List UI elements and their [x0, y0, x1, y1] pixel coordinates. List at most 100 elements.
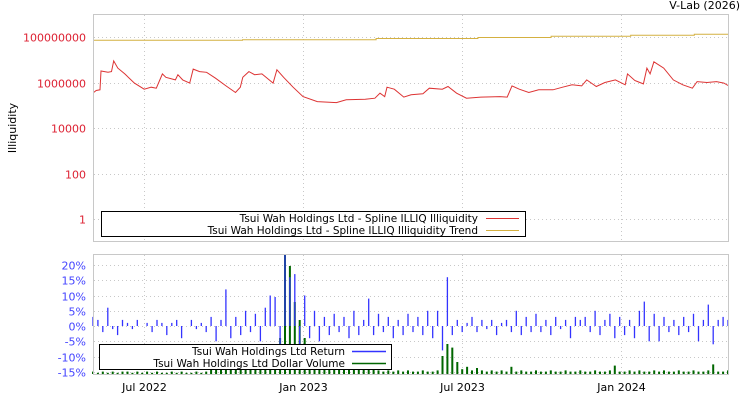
volume-bar — [525, 371, 528, 374]
x-tick-label: Jul 2023 — [439, 381, 485, 394]
volume-bar — [638, 370, 641, 374]
top-y-tick-label: 100000000 — [23, 32, 86, 45]
top-y-tick-label: 100 — [65, 169, 86, 182]
volume-bar — [653, 370, 656, 374]
volume-bar — [96, 372, 99, 374]
volume-bar — [121, 371, 124, 374]
bottom-y-ticks: -15% -10% -5% 0% 5% 10% 15% 20% — [58, 260, 86, 380]
volume-bar — [412, 371, 414, 374]
volume-bar — [490, 370, 493, 374]
volume-bar — [608, 370, 611, 374]
bottom-y-tick-label: 10% — [62, 291, 86, 304]
volume-bar — [338, 366, 341, 374]
volume-bar — [407, 370, 409, 374]
volume-bar — [461, 369, 464, 374]
bottom-y-tick-label: -10% — [58, 352, 86, 365]
volume-bar — [539, 371, 542, 374]
volume-bar — [579, 370, 582, 374]
volume-bar — [229, 366, 232, 374]
volume-bar — [352, 369, 355, 374]
volume-bar — [416, 371, 419, 374]
volume-bar — [101, 371, 104, 374]
volume-bar — [348, 368, 350, 374]
volume-bar — [677, 370, 680, 374]
y-axis-label: Illiquidity — [6, 102, 19, 153]
volume-bar — [520, 370, 523, 374]
volume-bar — [648, 371, 651, 374]
volume-bar — [210, 366, 213, 374]
volume-bar — [180, 371, 183, 374]
volume-bar — [530, 371, 533, 374]
top-y-tick-label: 1 — [79, 214, 86, 227]
volume-bar — [441, 356, 444, 374]
volume-bar — [234, 368, 237, 374]
volume-bar — [106, 372, 109, 374]
volume-bar — [126, 371, 129, 374]
volume-bar — [175, 372, 178, 374]
volume-bar — [584, 371, 587, 374]
top-y-tick-label: 1000000 — [37, 78, 86, 91]
legend-volume-label: Tsui Wah Holdings Ltd Dollar Volume — [152, 358, 345, 370]
volume-bar — [510, 366, 513, 374]
volume-bar — [165, 372, 168, 374]
volume-bar — [254, 366, 257, 374]
volume-bar — [160, 372, 163, 374]
x-ticks: Jul 2022 Jan 2023 Jul 2023 Jan 2024 — [121, 381, 646, 394]
legend-trend-label: Tsui Wah Holdings Ltd - Spline ILLIQ Ill… — [207, 225, 478, 237]
volume-bar — [549, 370, 552, 374]
volume-bar — [722, 371, 725, 374]
volume-bar — [136, 371, 139, 374]
volume-bar — [151, 372, 154, 374]
volume-bar — [672, 371, 675, 374]
volume-bar — [658, 371, 661, 374]
volume-bar — [466, 366, 469, 374]
volume-bar — [274, 366, 277, 374]
legend-return-label: Tsui Wah Holdings Ltd Return — [191, 346, 345, 358]
volume-bar — [446, 344, 449, 374]
x-tick-label: Jan 2023 — [278, 381, 327, 394]
volume-bar — [367, 368, 370, 374]
volume-bar — [707, 370, 710, 374]
top-y-ticks: 1 100 10000 1000000 100000000 — [23, 32, 86, 227]
legend-illiquidity-label: Tsui Wah Holdings Ltd - Spline ILLIQ Ill… — [239, 213, 478, 225]
bottom-y-tick-label: 15% — [62, 275, 86, 288]
bottom-y-tick-label: -5% — [65, 336, 86, 349]
top-grid — [94, 15, 728, 241]
volume-bar — [402, 371, 405, 374]
volume-bar — [544, 371, 547, 374]
volume-bar — [554, 371, 557, 374]
volume-bar — [500, 370, 503, 374]
volume-bar — [195, 371, 198, 374]
top-plot — [93, 33, 729, 104]
top-legend: Tsui Wah Holdings Ltd - Spline ILLIQ Ill… — [101, 211, 526, 237]
illiquidity-trend-line — [93, 33, 728, 41]
volume-bar — [436, 370, 439, 374]
volume-bar — [377, 370, 380, 374]
volume-bar — [156, 371, 158, 374]
volume-bar — [259, 368, 262, 374]
volume-bar — [146, 371, 149, 374]
volume-bar — [535, 370, 537, 374]
volume-bar — [387, 370, 390, 374]
volume-bar — [702, 371, 705, 374]
volume-bar — [426, 371, 429, 374]
volume-bar — [111, 371, 114, 374]
volume-bar — [569, 371, 572, 374]
volume-bar — [205, 371, 208, 374]
volume-bar — [667, 371, 670, 374]
volume-bar — [559, 371, 562, 374]
volume-bar — [613, 365, 616, 374]
illiquidity-line — [93, 59, 729, 104]
volume-bar — [421, 370, 424, 374]
bottom-grid — [94, 255, 728, 374]
volume-bar — [141, 372, 144, 374]
volume-bar — [451, 347, 454, 374]
volume-bar — [697, 371, 700, 374]
x-tick-label: Jan 2024 — [596, 381, 645, 394]
top-y-tick-label: 10000 — [51, 123, 86, 136]
volume-bar — [687, 371, 690, 374]
volume-bar — [682, 371, 685, 374]
volume-bar — [293, 302, 296, 374]
volume-bar — [170, 371, 173, 374]
